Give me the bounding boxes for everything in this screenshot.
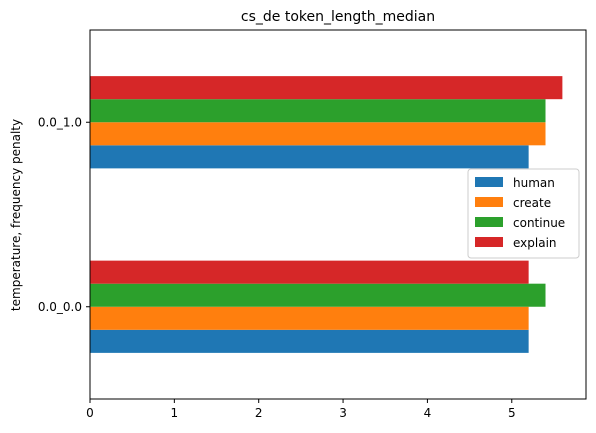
- y-axis-label: temperature, frequency penalty: [9, 119, 23, 311]
- legend-swatch-continue: [475, 217, 503, 227]
- legend-label-human: human: [513, 176, 555, 190]
- legend-label-explain: explain: [513, 236, 557, 250]
- x-tick-label: 4: [424, 406, 432, 420]
- y-axis: 0.0_0.0 0.0_1.0: [38, 115, 90, 314]
- bar-explain-0.0_1.0: [90, 76, 563, 100]
- x-tick-label: 3: [339, 406, 347, 420]
- legend-label-create: create: [513, 196, 551, 210]
- chart-title: cs_de token_length_median: [241, 9, 435, 25]
- plot-frame: [89, 29, 587, 400]
- x-tick-label: 5: [508, 406, 516, 420]
- legend-box: [467, 168, 580, 259]
- bar-explain-0.0_0.0: [90, 260, 529, 284]
- legend-swatch-human: [475, 177, 503, 187]
- bar-human-0.0_0.0: [90, 329, 529, 353]
- legend-swatch-create: [475, 197, 503, 207]
- x-axis: 0 1 2 3 4 5: [86, 399, 516, 420]
- legend-swatch-explain: [475, 237, 503, 247]
- bar-continue-0.0_1.0: [90, 99, 546, 123]
- bar-continue-0.0_0.0: [90, 283, 546, 307]
- plot-area: [90, 76, 563, 353]
- y-tick-label: 0.0_0.0: [38, 300, 82, 314]
- x-tick-label: 2: [255, 406, 263, 420]
- bar-create-0.0_0.0: [90, 306, 529, 330]
- x-tick-label: 0: [86, 406, 94, 420]
- legend-label-continue: continue: [513, 216, 565, 230]
- legend: human create continue explain: [467, 168, 580, 259]
- y-tick-label: 0.0_1.0: [38, 115, 82, 129]
- bar-create-0.0_1.0: [90, 122, 546, 146]
- bar-human-0.0_1.0: [90, 145, 529, 169]
- x-tick-label: 1: [171, 406, 179, 420]
